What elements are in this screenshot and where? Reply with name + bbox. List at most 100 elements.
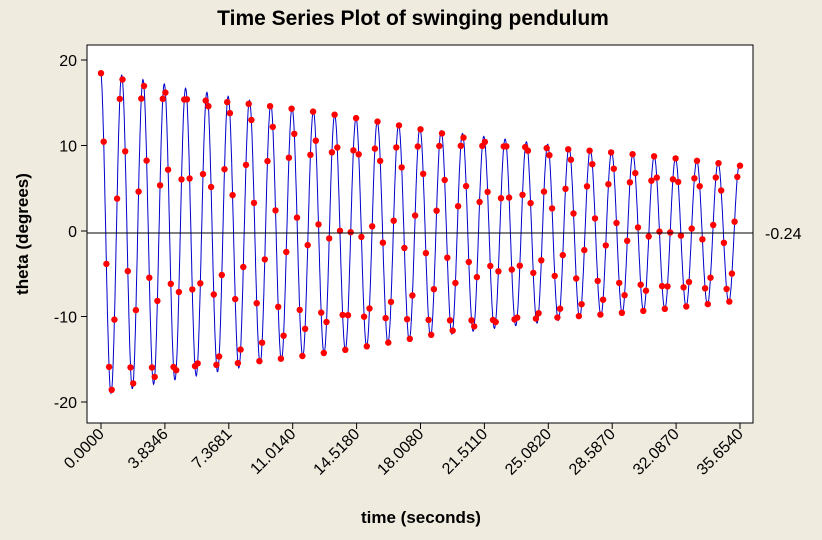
data-point xyxy=(173,367,180,374)
data-point xyxy=(312,137,319,144)
data-point xyxy=(597,311,604,318)
data-point xyxy=(473,273,481,281)
data-point xyxy=(476,198,483,206)
data-point xyxy=(594,277,601,285)
data-point xyxy=(323,318,330,326)
data-point xyxy=(567,156,575,163)
data-point xyxy=(379,239,387,246)
data-point xyxy=(514,314,521,321)
data-point xyxy=(546,152,553,159)
data-point xyxy=(712,174,719,181)
data-point xyxy=(352,114,360,122)
data-point xyxy=(411,212,419,219)
data-point xyxy=(108,386,115,393)
data-point xyxy=(626,179,634,186)
data-point xyxy=(460,134,467,141)
data-point xyxy=(530,269,537,277)
data-point xyxy=(656,228,663,235)
data-point xyxy=(648,177,655,184)
data-point xyxy=(632,169,639,177)
data-point xyxy=(355,151,362,158)
data-point xyxy=(495,268,502,275)
x-tick-label: 3.8346 xyxy=(125,426,172,473)
data-point xyxy=(454,203,462,210)
data-point xyxy=(591,215,599,222)
data-point xyxy=(336,227,344,234)
data-point xyxy=(113,195,121,202)
data-point xyxy=(344,312,352,319)
data-point xyxy=(299,352,306,360)
data-point xyxy=(307,151,314,158)
data-point xyxy=(613,219,620,227)
data-point xyxy=(138,95,145,102)
data-point xyxy=(326,235,333,242)
data-point xyxy=(548,205,556,212)
data-point xyxy=(519,191,526,198)
data-point xyxy=(653,174,660,181)
data-point xyxy=(650,153,658,160)
x-tick-label: 11.0140 xyxy=(247,426,299,478)
data-point xyxy=(205,103,212,110)
data-point xyxy=(272,207,279,214)
data-point xyxy=(436,142,443,150)
x-tick-label: 25.0820 xyxy=(502,426,555,479)
data-point xyxy=(578,301,585,308)
data-point xyxy=(156,182,164,189)
data-point xyxy=(100,138,107,145)
data-point xyxy=(570,210,577,217)
x-tick-label: 35.6540 xyxy=(694,426,747,479)
x-tick-label: 0.0000 xyxy=(61,426,108,473)
data-point xyxy=(497,195,505,202)
x-tick-label: 28.5870 xyxy=(566,426,619,479)
data-point xyxy=(291,130,298,137)
data-point xyxy=(398,164,405,171)
data-point xyxy=(315,221,322,228)
data-point xyxy=(103,260,110,268)
data-point xyxy=(710,221,717,229)
data-point xyxy=(320,349,327,357)
data-point xyxy=(414,143,421,150)
x-tick-label: 14.5180 xyxy=(311,426,364,479)
data-point xyxy=(658,282,666,290)
data-point xyxy=(111,316,118,323)
y-tick-label: 10 xyxy=(59,139,77,156)
data-point xyxy=(175,288,183,296)
data-point xyxy=(607,149,615,156)
y-tick-label: 0 xyxy=(68,224,77,241)
data-point xyxy=(728,270,736,277)
data-point xyxy=(505,194,513,201)
data-point xyxy=(213,361,220,368)
data-point xyxy=(701,285,709,292)
data-point xyxy=(562,185,569,192)
data-point xyxy=(734,173,741,181)
data-point xyxy=(197,280,204,287)
data-point xyxy=(661,305,668,312)
data-point xyxy=(487,262,494,270)
data-point xyxy=(148,364,156,371)
data-point xyxy=(199,170,207,178)
data-point xyxy=(350,147,357,154)
data-point xyxy=(503,143,510,150)
data-point xyxy=(377,157,384,165)
data-point xyxy=(629,151,636,158)
data-point xyxy=(428,331,435,338)
data-point xyxy=(559,251,566,259)
data-point xyxy=(374,118,381,125)
data-point xyxy=(210,291,217,298)
data-point xyxy=(293,214,301,221)
data-point xyxy=(538,257,545,264)
data-point xyxy=(605,181,612,188)
x-tick-label: 7.3681 xyxy=(189,426,236,473)
data-point xyxy=(127,364,134,371)
data-point xyxy=(366,305,373,312)
data-point xyxy=(634,224,642,231)
data-point xyxy=(275,303,282,310)
data-point xyxy=(457,142,464,149)
data-point xyxy=(664,283,671,290)
data-point xyxy=(675,178,682,186)
y-axis-title: theta (degrees) xyxy=(13,173,32,295)
data-point xyxy=(583,183,591,190)
x-tick-label: 21.5110 xyxy=(439,426,491,478)
data-point xyxy=(395,122,403,129)
